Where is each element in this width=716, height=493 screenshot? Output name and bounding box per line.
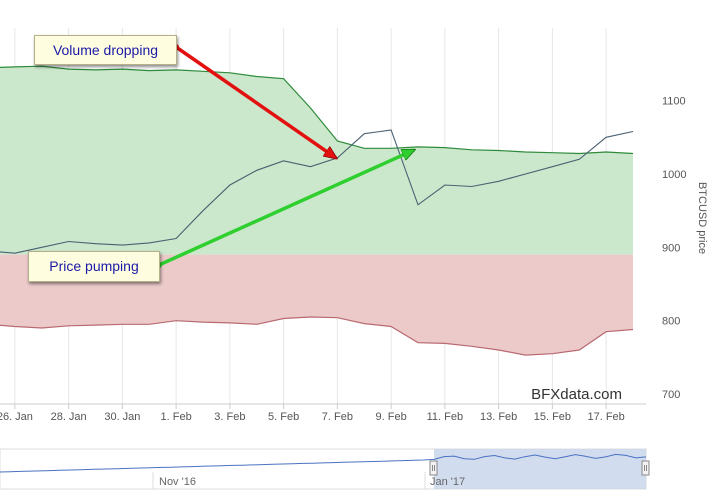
y-tick-label: 700 — [662, 389, 680, 401]
callout-price-pumping: Price pumping — [28, 251, 160, 282]
x-tick-label: 17. Feb — [587, 411, 624, 423]
navigator-handle-left[interactable] — [429, 460, 438, 476]
short-volume-line — [0, 316, 634, 356]
x-tick-label: 1. Feb — [161, 411, 192, 423]
y-tick-label: 900 — [662, 242, 680, 254]
navigator-handle-right[interactable] — [641, 460, 650, 476]
callout-volume-dropping: Volume dropping — [34, 35, 177, 65]
navigator-label-jan: Jan '17 — [430, 476, 465, 488]
x-tick-label: 3. Feb — [214, 411, 245, 423]
arrow-price-pumping — [158, 148, 414, 267]
navigator-label-nov: Nov '16 — [159, 476, 196, 488]
x-tick-label: 5. Feb — [268, 411, 299, 423]
x-tick-label: 9. Feb — [376, 411, 407, 423]
long-volume-line — [0, 65, 634, 155]
navigator-series-line — [0, 453, 647, 473]
y-axis-ticks: 700 800 900 1000 1100 — [662, 96, 686, 401]
y-tick-label: 1000 — [662, 169, 686, 181]
y-tick-label: 1100 — [662, 96, 686, 108]
x-tick-label: 30. Jan — [104, 411, 140, 423]
x-tick-label: 11. Feb — [427, 411, 464, 423]
long-volume-area — [0, 66, 633, 255]
x-tick-label: 15. Feb — [534, 411, 571, 423]
series-lines — [0, 65, 634, 356]
price-line — [0, 129, 634, 254]
y-tick-label: 800 — [662, 316, 680, 328]
x-tick-label: 26. Jan — [0, 411, 33, 423]
x-tick-label: 13. Feb — [480, 411, 517, 423]
navigator[interactable]: Nov '16 Jan '17 — [0, 448, 650, 490]
arrow-volume-dropping — [175, 45, 336, 158]
credit-label[interactable]: BFXdata.com — [531, 386, 622, 403]
x-tick-label: 28. Jan — [51, 411, 87, 423]
x-tick-label: 7. Feb — [322, 411, 353, 423]
y-axis-title: BTCUSD price — [696, 182, 708, 254]
x-axis-ticks: 26. Jan 28. Jan 30. Jan 1. Feb 3. Feb 5. Feb 7… — [0, 404, 625, 423]
